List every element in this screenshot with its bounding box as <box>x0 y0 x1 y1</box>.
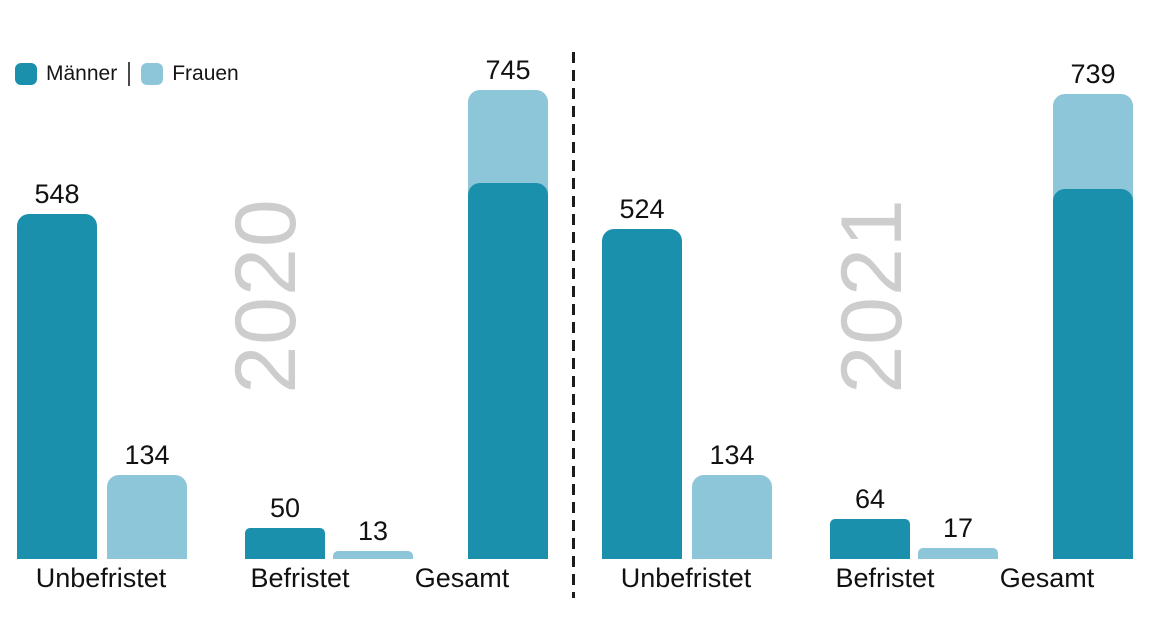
bar-2021-gesamt-stacked <box>1053 94 1133 559</box>
legend-label-maenner: Männer <box>46 62 118 85</box>
bar-2021-befristet-maenner <box>830 519 910 559</box>
value-2020-unbefristet-frauen: 134 <box>124 440 170 470</box>
bar-2020-unbefristet-frauen <box>107 475 187 559</box>
bar-2020-befristet-frauen <box>333 551 413 559</box>
category-label-2021-befristet: Befristet <box>835 563 935 593</box>
category-label-2021-gesamt: Gesamt <box>999 563 1095 593</box>
bar-2021-gesamt-maenner-segment <box>1053 189 1133 559</box>
bar-2020-gesamt-maenner-segment <box>468 183 548 559</box>
value-2020-unbefristet-maenner: 548 <box>34 179 80 209</box>
bar-2020-gesamt-stacked <box>468 90 548 559</box>
value-2021-unbefristet-maenner: 524 <box>619 194 665 224</box>
category-label-2020-unbefristet: Unbefristet <box>35 563 167 593</box>
bar-2021-befristet-frauen <box>918 548 998 559</box>
legend-separator <box>128 62 131 86</box>
value-2021-unbefristet-frauen: 134 <box>709 440 755 470</box>
bar-2021-unbefristet-frauen <box>692 475 772 559</box>
bar-2020-befristet-maenner <box>245 528 325 559</box>
category-label-2020-befristet: Befristet <box>250 563 350 593</box>
value-2020-befristet-frauen: 13 <box>357 516 389 546</box>
value-2020-gesamt: 745 <box>485 55 531 85</box>
year-divider-dashed-line <box>572 52 575 598</box>
legend: Männer Frauen <box>15 62 239 86</box>
category-label-2021-unbefristet: Unbefristet <box>620 563 752 593</box>
value-2021-befristet-maenner: 64 <box>854 484 886 514</box>
category-label-2020-gesamt: Gesamt <box>414 563 510 593</box>
legend-label-frauen: Frauen <box>172 62 239 85</box>
bar-2020-unbefristet-maenner <box>17 214 97 559</box>
watermark-2021: 2021 <box>824 198 920 394</box>
value-2020-befristet-maenner: 50 <box>269 493 301 523</box>
legend-swatch-frauen <box>141 63 164 85</box>
legend-swatch-maenner <box>15 63 37 85</box>
value-2021-gesamt: 739 <box>1070 59 1116 89</box>
value-2021-befristet-frauen: 17 <box>942 513 974 543</box>
watermark-2020: 2020 <box>218 198 314 394</box>
bar-2021-unbefristet-maenner <box>602 229 682 559</box>
